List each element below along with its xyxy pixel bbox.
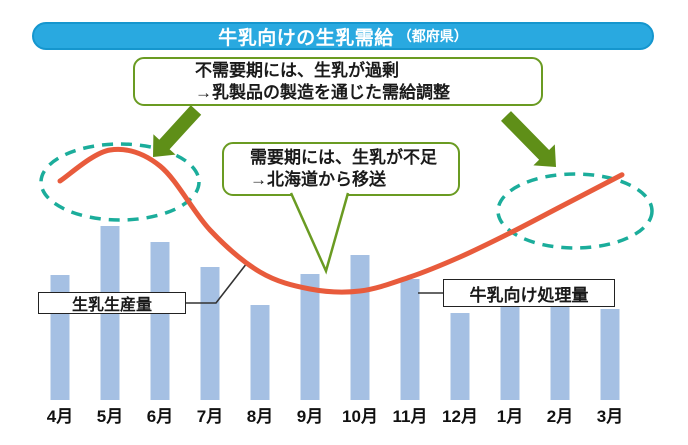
surplus-arrow-left-icon [153,105,202,157]
bar-3月 [600,309,620,400]
x-axis-label-3月: 3月 [596,407,624,426]
x-axis-label-11月: 11月 [392,407,428,426]
surplus-arrow-right-icon [501,111,556,167]
callout-demand-line2: →北海道から移送 [250,170,386,189]
surplus-ellipse-left [39,142,201,222]
callout-offseason-line2: →乳製品の製造を通じた需給調整 [195,82,450,102]
x-axis-label-6月: 6月 [146,407,174,426]
callout-demand-line1: 需要期には、生乳が不足 [250,148,437,167]
x-axis-label-1月: 1月 [496,407,524,426]
callout-demand-shortage: 需要期には、生乳が不足 →北海道から移送 [222,142,460,196]
x-axis-label-4月: 4月 [46,407,74,426]
bar-8月 [250,305,270,400]
x-axis-label-8月: 8月 [246,407,274,426]
bar-11月 [400,279,420,400]
figure-title-bar: 牛乳向けの生乳需給 （都府県） [32,22,654,50]
surplus-ellipse-right [496,172,654,250]
x-axis-label-9月: 9月 [296,407,324,426]
x-axis-label-12月: 12月 [442,407,478,426]
bar-9月 [300,274,320,400]
x-axis-label-7月: 7月 [196,407,224,426]
x-axis-label-5月: 5月 [96,407,124,426]
figure-title-region: （都府県） [397,28,468,44]
bar-2月 [550,307,570,400]
x-axis-label-2月: 2月 [546,407,574,426]
bar-1月 [500,307,520,400]
connector-production-label [186,262,248,304]
bar-7月 [200,267,220,400]
x-axis-label-10月: 10月 [342,407,378,426]
bar-10月 [350,255,370,400]
callout-offseason-line1: 不需要期には、生乳が過剰 [195,60,399,80]
figure-title: 牛乳向けの生乳需給 [218,27,394,49]
production-line [57,146,625,295]
label-raw-milk-production: 生乳生産量 [38,292,186,314]
label-milk-processing-volume: 牛乳向け処理量 [443,279,615,307]
callout-offseason-surplus: 不需要期には、生乳が過剰 →乳製品の製造を通じた需給調整 [133,57,543,106]
bar-6月 [150,242,170,400]
bar-12月 [450,313,470,400]
